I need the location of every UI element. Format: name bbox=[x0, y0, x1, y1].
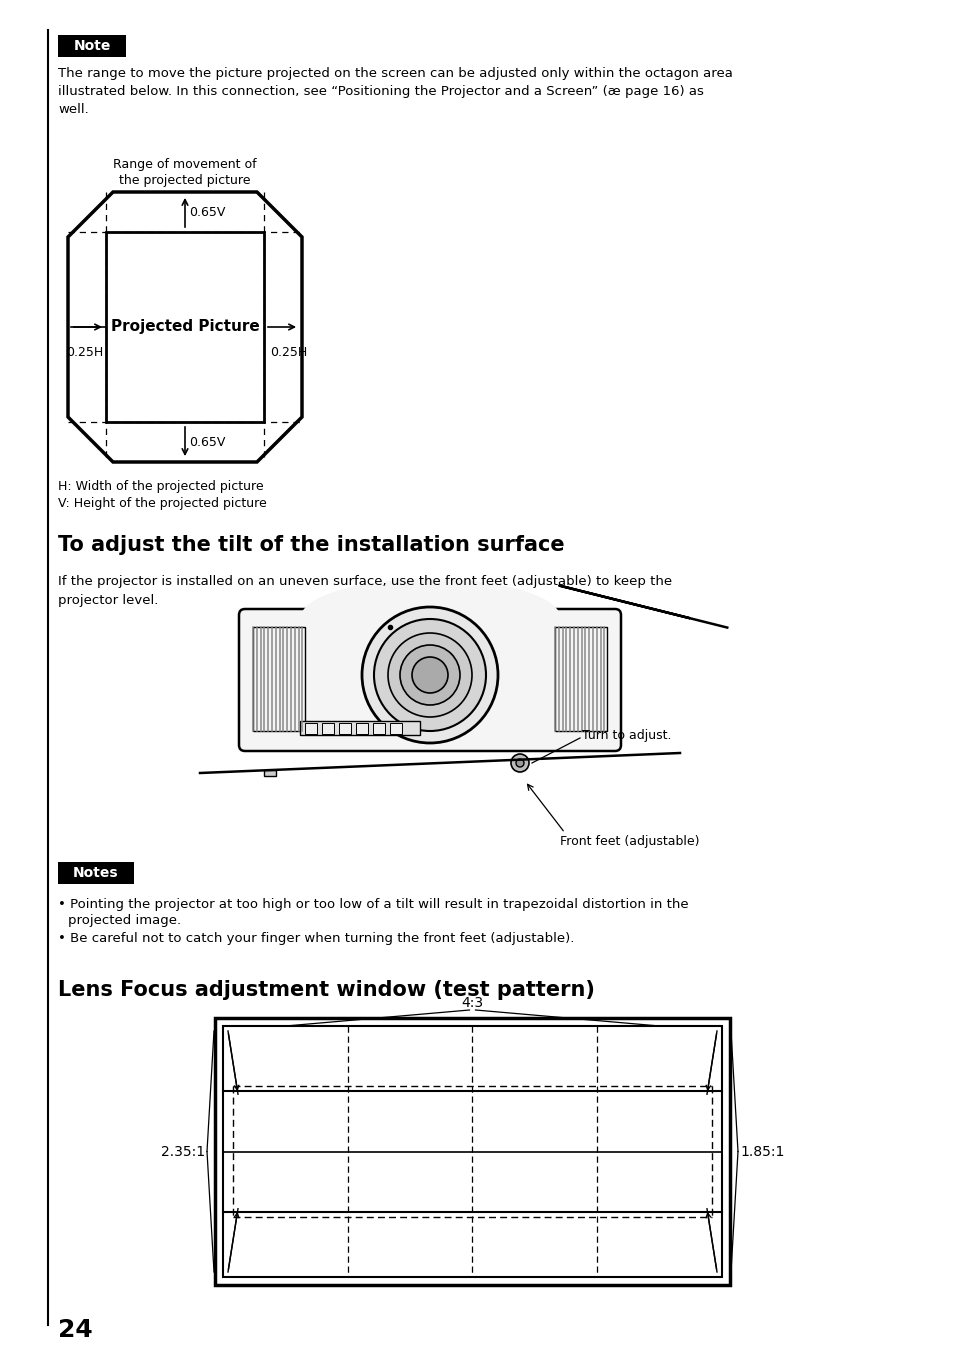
Text: illustrated below. In this connection, see “Positioning the Projector and a Scre: illustrated below. In this connection, s… bbox=[58, 85, 703, 97]
Circle shape bbox=[399, 645, 459, 704]
Text: 24: 24 bbox=[58, 1318, 92, 1343]
Text: 0.25H: 0.25H bbox=[66, 346, 103, 358]
Bar bbox=[253, 627, 305, 731]
Text: Turn to adjust.: Turn to adjust. bbox=[581, 730, 671, 742]
Text: 2.35:1: 2.35:1 bbox=[161, 1145, 205, 1159]
Bar bbox=[555, 627, 606, 731]
Text: Range of movement of: Range of movement of bbox=[113, 158, 256, 170]
Bar bbox=[338, 723, 351, 734]
Circle shape bbox=[412, 657, 448, 694]
Circle shape bbox=[361, 607, 497, 744]
Circle shape bbox=[516, 758, 523, 767]
Bar bbox=[58, 35, 126, 57]
Bar bbox=[390, 723, 401, 734]
Text: If the projector is installed on an uneven surface, use the front feet (adjustab: If the projector is installed on an unev… bbox=[58, 575, 672, 588]
Bar bbox=[373, 723, 385, 734]
Text: 1.85:1: 1.85:1 bbox=[740, 1145, 783, 1159]
Text: Front feet (adjustable): Front feet (adjustable) bbox=[559, 834, 699, 848]
FancyBboxPatch shape bbox=[239, 608, 620, 750]
Text: Notes: Notes bbox=[73, 867, 119, 880]
Bar bbox=[264, 771, 275, 776]
Text: The range to move the picture projected on the screen can be adjusted only withi: The range to move the picture projected … bbox=[58, 68, 732, 80]
Circle shape bbox=[388, 633, 472, 717]
Text: projector level.: projector level. bbox=[58, 594, 158, 607]
Text: 0.65V: 0.65V bbox=[189, 206, 225, 219]
Circle shape bbox=[511, 754, 529, 772]
Text: • Pointing the projector at too high or too low of a tilt will result in trapezo: • Pointing the projector at too high or … bbox=[58, 898, 688, 911]
Text: 0.65V: 0.65V bbox=[189, 435, 225, 449]
Bar bbox=[355, 723, 368, 734]
Bar bbox=[305, 723, 316, 734]
Text: 4:3: 4:3 bbox=[461, 996, 483, 1010]
Text: 0.25H: 0.25H bbox=[270, 346, 307, 358]
Bar bbox=[214, 1018, 729, 1284]
Text: Projected Picture: Projected Picture bbox=[111, 319, 259, 334]
Text: H: Width of the projected picture: H: Width of the projected picture bbox=[58, 480, 263, 493]
Text: To adjust the tilt of the installation surface: To adjust the tilt of the installation s… bbox=[58, 535, 564, 556]
Text: the projected picture: the projected picture bbox=[119, 174, 251, 187]
Bar bbox=[223, 1026, 721, 1278]
Bar bbox=[299, 721, 419, 735]
Text: Note: Note bbox=[73, 39, 111, 53]
Text: well.: well. bbox=[58, 103, 89, 116]
Bar bbox=[58, 863, 133, 884]
Bar bbox=[106, 233, 264, 422]
Text: • Be careful not to catch your finger when turning the front feet (adjustable).: • Be careful not to catch your finger wh… bbox=[58, 932, 574, 945]
Circle shape bbox=[374, 619, 485, 731]
Text: Lens Focus adjustment window (test pattern): Lens Focus adjustment window (test patte… bbox=[58, 980, 595, 1000]
Bar bbox=[322, 723, 334, 734]
Text: V: Height of the projected picture: V: Height of the projected picture bbox=[58, 498, 267, 510]
Text: projected image.: projected image. bbox=[68, 914, 181, 927]
